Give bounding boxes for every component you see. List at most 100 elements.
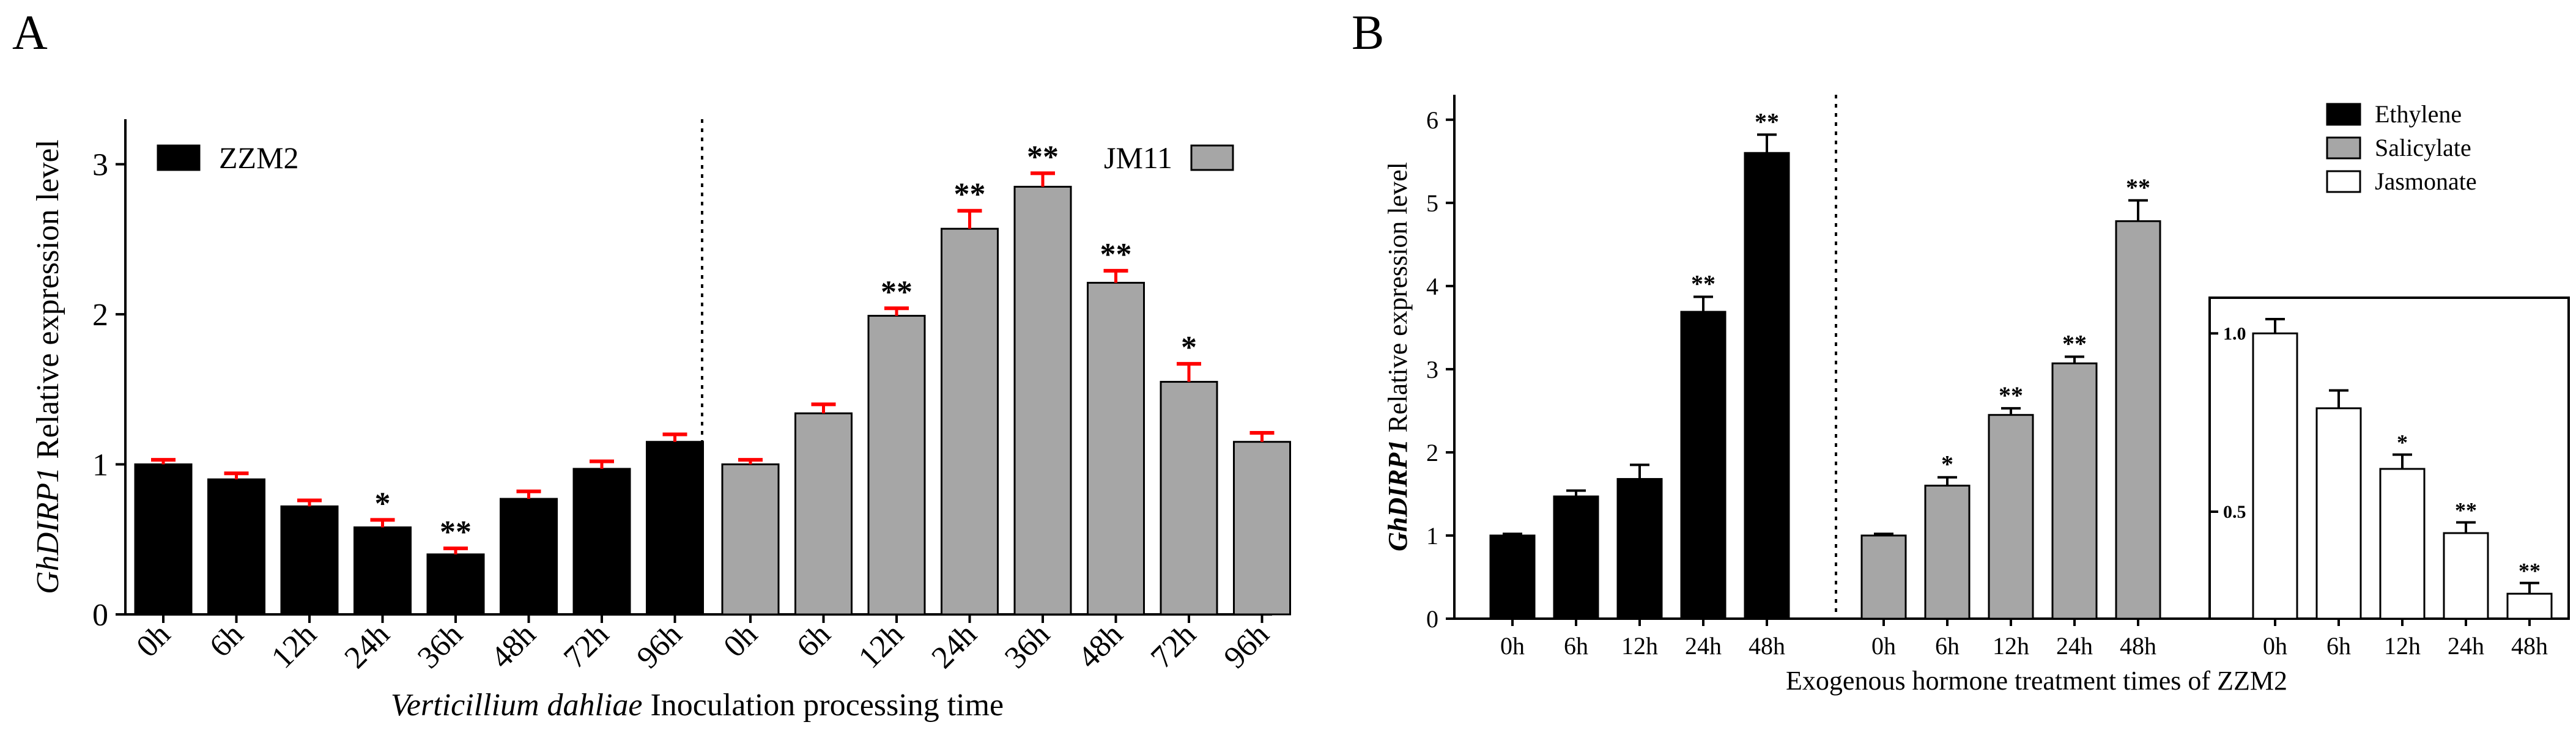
legend-label-ethylene: Ethylene [2375,100,2462,128]
legend-label-salicylate: Salicylate [2375,134,2471,161]
bar-b-jasmonate-6h [2315,407,2362,620]
x-tick-label-a: 24h [338,617,396,675]
legend-swatch-jasmonate [2326,170,2361,193]
chart-b: 0 1 2 3 4 5 6 0h 6h 12h ** 24h ** 48h 0h * 6h ** 12h ** 24h *… [1383,95,2570,696]
bar-b-salicylate-48h [2115,220,2161,620]
y-tick-label-a: 0 [92,598,108,633]
significance-mark-b: ** [1999,381,2023,409]
x-tick-label-b: 0h [1871,632,1896,660]
x-tick-label-a: 0h [130,617,177,664]
significance-mark-a: * [1181,330,1197,365]
y-tick-label-a: 1 [92,448,108,483]
x-tick-label-b: 6h [1564,632,1588,660]
significance-mark-b: ** [2062,330,2087,358]
x-tick-label-a: 72h [557,617,615,675]
significance-mark-inset: ** [2519,559,2541,583]
significance-mark-inset: ** [2455,498,2477,523]
x-tick-label-a: 12h [265,617,323,675]
x-tick-label-b: 48h [2511,632,2548,660]
legend-label-jasmonate: Jasmonate [2375,168,2477,195]
bar-a-jm11-48h [1087,282,1145,616]
significance-mark-b: ** [1691,270,1715,298]
y-axis-title-b: GhDIRP1 Relative expression level [1383,162,1413,551]
significance-mark-inset: * [2397,430,2408,455]
bar-a-jm11-96h [1233,441,1291,616]
significance-mark-a: ** [881,274,912,309]
x-tick-label-b: 6h [1935,632,1960,660]
bar-b-salicylate-12h [1988,414,2034,620]
significance-mark-a: ** [954,177,986,212]
x-tick-label-b: 48h [1749,632,1785,660]
significance-mark-a: * [375,486,391,521]
y-tick-label-b: 0 [1426,605,1438,633]
x-tick-label-b: 6h [2326,632,2351,660]
x-tick-label-b: 0h [2263,632,2287,660]
bar-b-salicylate-0h [1860,534,1907,620]
x-tick-label-b: 24h [1685,632,1722,660]
legend-swatch-zzm2 [157,144,201,171]
significance-mark-a: ** [1027,139,1059,174]
x-tick-label-a: 12h [852,617,910,675]
bar-b-ethylene-24h [1680,311,1727,620]
x-tick-label-a: 96h [631,617,689,675]
bar-b-jasmonate-12h [2379,468,2426,620]
legend-swatch-ethylene [2326,103,2361,126]
y-tick-label-a: 2 [92,298,108,333]
bar-b-jasmonate-24h [2443,532,2489,620]
significance-mark-b: ** [2126,174,2150,201]
inset-y-tick-label: 0.5 [2223,502,2246,522]
bar-b-salicylate-6h [1924,484,1971,620]
bar-a-jm11-36h [1013,185,1072,616]
legend-swatch-salicylate [2326,136,2361,160]
x-tick-label-a: 48h [484,617,542,675]
significance-mark-a: ** [1100,237,1132,272]
x-tick-label-a: 6h [790,617,837,664]
bar-b-ethylene-0h [1489,534,1536,620]
y-tick-label-b: 2 [1426,439,1438,466]
bar-a-jm11-72h [1160,381,1218,616]
bar-b-salicylate-24h [2051,362,2098,620]
y-tick-label-b: 3 [1426,356,1438,383]
panel-letter-b: B [1352,6,1384,60]
bar-b-jasmonate-0h [2252,332,2298,620]
x-tick-label-b: 24h [2448,632,2484,660]
y-tick-label-b: 1 [1426,522,1438,550]
bar-a-jm11-24h [941,227,999,616]
legend-swatch-jm11 [1190,144,1234,171]
x-tick-label-a: 0h [717,617,764,664]
x-tick-label-a: 36h [411,617,469,675]
bar-a-zzm2-6h [207,478,265,616]
significance-mark-b: ** [1755,108,1779,135]
y-tick-label-b: 6 [1426,106,1438,134]
bar-a-zzm2-48h [500,498,558,616]
significance-mark-b: * [1941,451,1953,478]
x-tick-label-a: 24h [925,617,983,675]
x-axis-title-a: Verticillium dahliae Inoculation process… [391,688,1004,723]
bar-a-zzm2-72h [572,468,631,616]
bar-a-zzm2-0h [134,463,193,616]
x-tick-label-b: 24h [2056,632,2093,660]
bar-a-zzm2-96h [646,441,704,616]
bar-a-jm11-6h [794,412,853,616]
bar-a-jm11-12h [867,315,926,616]
y-tick-label-b: 5 [1426,190,1438,217]
x-tick-label-a: 48h [1071,617,1130,675]
panel-letter-a: A [12,6,48,60]
bar-b-jasmonate-48h [2506,592,2553,620]
x-tick-label-a: 36h [998,617,1056,675]
bar-a-zzm2-36h [426,553,485,616]
bar-b-ethylene-12h [1616,477,1663,620]
x-tick-label-a: 72h [1144,617,1202,675]
x-tick-label-a: 6h [203,617,250,664]
x-axis-title-b: Exogenous hormone treatment times of ZZM… [1786,666,2287,696]
significance-mark-a: ** [440,515,472,550]
x-tick-label-b: 12h [1993,632,2029,660]
inset-y-tick-label: 1.0 [2223,323,2246,344]
bar-b-ethylene-6h [1553,495,1599,620]
x-tick-label-b: 48h [2120,632,2156,660]
legend-label-zzm2: ZZM2 [219,141,299,175]
y-tick-label-b: 4 [1426,273,1438,300]
bar-a-zzm2-24h [353,526,412,616]
